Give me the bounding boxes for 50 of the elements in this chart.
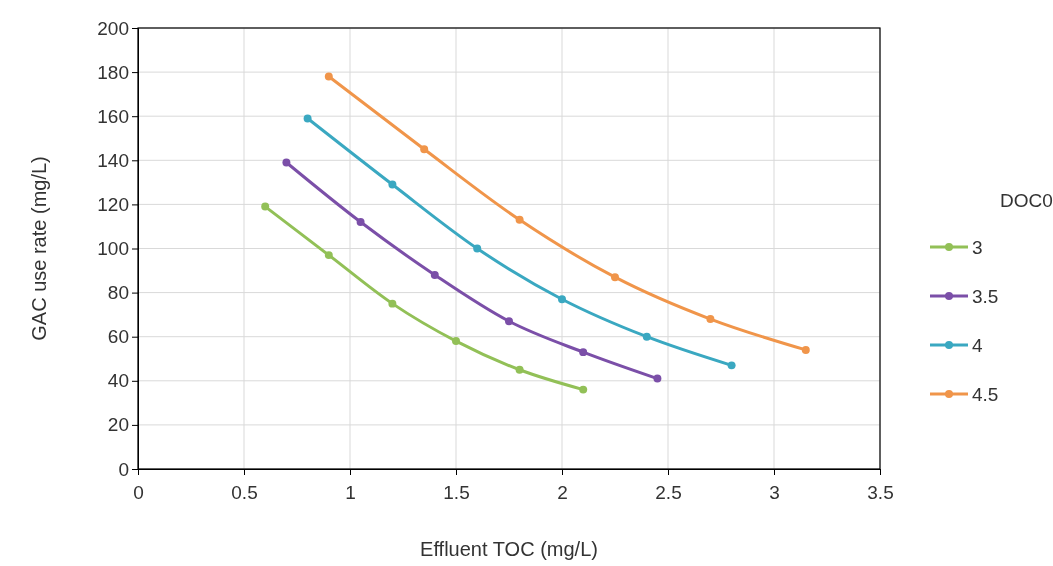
x-tick-label: 0.5	[231, 481, 258, 503]
y-tick-label: 160	[97, 105, 129, 127]
x-tick-label: 0	[133, 481, 144, 503]
point	[261, 202, 270, 211]
point	[282, 158, 291, 167]
y-tick-label: 120	[97, 193, 129, 215]
point	[653, 374, 662, 383]
legend-label: 3	[972, 237, 983, 258]
legend-title: DOC0	[1000, 190, 1053, 211]
legend-label: 4.5	[972, 384, 999, 405]
point	[473, 244, 482, 253]
point	[706, 315, 715, 324]
y-tick-label: 60	[107, 326, 129, 348]
x-tick-label: 3	[769, 481, 780, 503]
x-tick-label: 2	[557, 481, 568, 503]
point	[515, 215, 524, 224]
point	[801, 345, 810, 354]
point	[642, 332, 651, 341]
y-tick-label: 200	[97, 17, 129, 39]
x-tick-label: 2.5	[655, 481, 682, 503]
legend-label: 3.5	[972, 286, 999, 307]
y-tick-label: 40	[107, 370, 129, 392]
point	[452, 337, 460, 346]
point	[611, 273, 619, 282]
point	[324, 251, 333, 260]
point	[388, 180, 397, 189]
legend-label: 4	[972, 335, 983, 356]
point	[515, 365, 524, 374]
x-tick-label: 3.5	[867, 481, 894, 503]
point	[579, 348, 588, 357]
point	[727, 361, 736, 370]
y-tick-label: 180	[97, 61, 129, 83]
x-tick-label: 1.5	[443, 481, 470, 503]
point	[303, 114, 312, 123]
x-tick-label: 1	[345, 481, 356, 503]
point	[430, 270, 439, 279]
point	[558, 295, 566, 304]
y-tick-label: 0	[118, 458, 129, 480]
point	[356, 218, 365, 227]
y-tick-label: 80	[107, 282, 129, 304]
point	[579, 385, 588, 394]
x-axis-title: Effluent TOC (mg/L)	[420, 538, 598, 560]
point	[388, 299, 397, 308]
point	[324, 72, 333, 81]
y-tick-label: 100	[97, 238, 129, 260]
y-axis-title: GAC use rate (mg/L)	[28, 156, 50, 341]
y-tick-label: 20	[107, 414, 129, 436]
point	[505, 317, 513, 326]
point	[420, 145, 429, 154]
y-tick-label: 140	[97, 149, 129, 171]
